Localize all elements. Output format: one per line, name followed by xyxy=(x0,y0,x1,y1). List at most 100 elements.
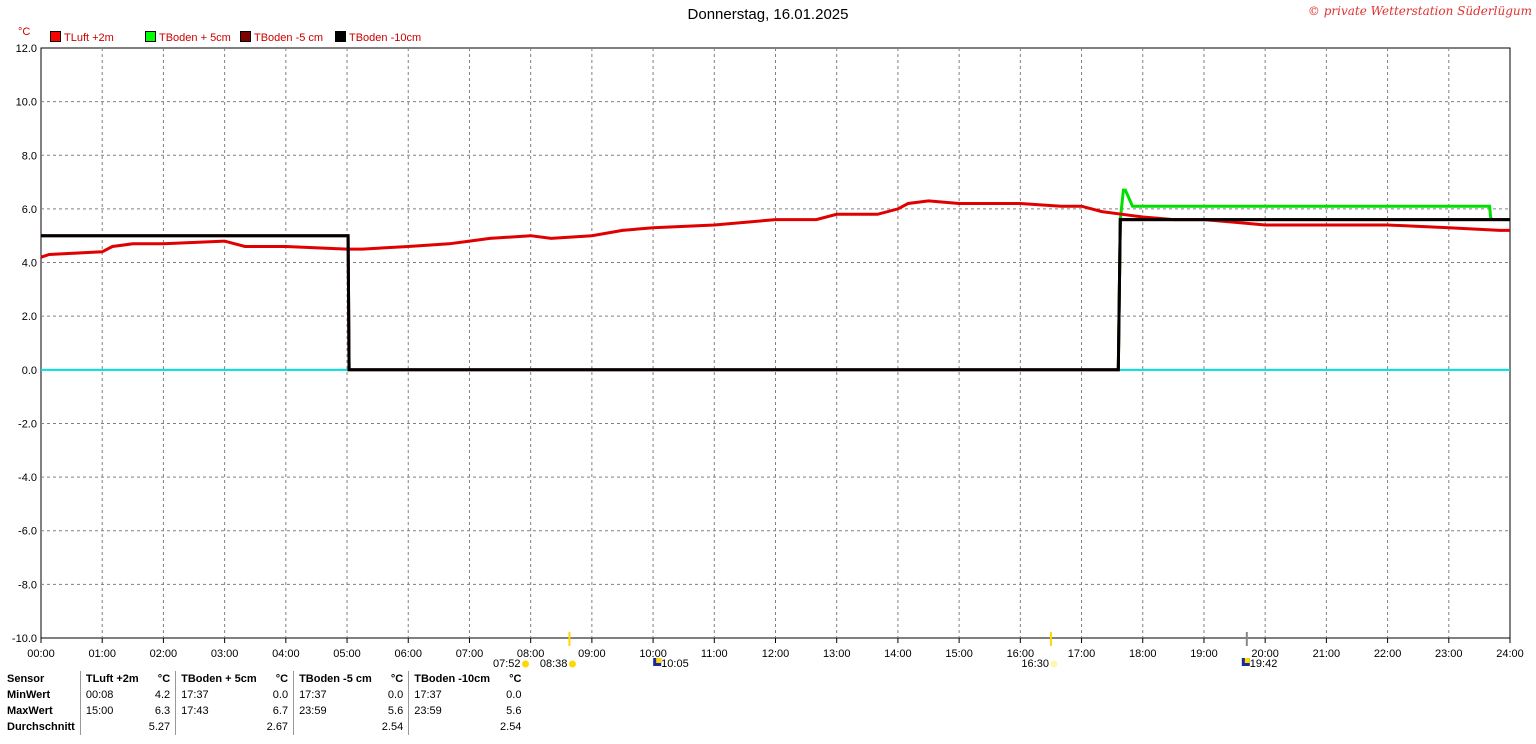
y-tick-label: -4.0 xyxy=(18,472,37,484)
x-tick-label: 06:00 xyxy=(394,648,422,660)
x-tick-label: 12:00 xyxy=(762,648,790,660)
stats-header-sensor: Sensor xyxy=(7,673,45,685)
legend-item-tluft: TLuft +2m xyxy=(50,31,114,44)
stats-row-label: MinWert xyxy=(7,689,51,701)
sun-icon xyxy=(1050,660,1058,668)
x-tick-label: 24:00 xyxy=(1496,648,1524,660)
stats-row: MinWert 00:08 4.2 17:37 0.0 17:37 0.0 17… xyxy=(2,687,526,703)
x-tick-label: 18:00 xyxy=(1129,648,1157,660)
legend-label-tboden-p5: TBoden + 5cm xyxy=(159,32,231,44)
y-tick-label: 8.0 xyxy=(22,150,37,162)
stats-cell: 23:59 xyxy=(408,703,496,719)
x-tick-label: 16:00 xyxy=(1007,648,1035,660)
copyright-text: © private Wetterstation Süderlügum xyxy=(1307,4,1532,18)
y-axis-unit: °C xyxy=(18,26,31,38)
stats-cell: 6.7 xyxy=(272,705,289,717)
stats-cell: 5.6 xyxy=(506,705,522,717)
stats-cell: 23:59 xyxy=(293,703,377,719)
x-tick-label: 23:00 xyxy=(1435,648,1463,660)
x-tick-label: 05:00 xyxy=(333,648,361,660)
event-label: 07:52 xyxy=(493,658,521,670)
event-label: 10:05 xyxy=(661,658,689,670)
sun-icon xyxy=(522,660,530,668)
y-tick-label: 12.0 xyxy=(16,43,37,55)
x-tick-label: 03:00 xyxy=(211,648,239,660)
stats-header-unit: °C xyxy=(509,673,522,685)
y-tick-label: 6.0 xyxy=(22,204,37,216)
x-tick-label: 19:00 xyxy=(1190,648,1218,660)
chart-title: Donnerstag, 16.01.2025 xyxy=(687,6,849,23)
stats-cell: 15:00 xyxy=(79,703,144,719)
x-tick-label: 21:00 xyxy=(1313,648,1341,660)
x-tick-label: 20:00 xyxy=(1251,648,1279,660)
stats-row: Durchschnitt 5.27 2.67 2.54 2.54 xyxy=(2,719,526,735)
stats-header-row: Sensor TLuft +2m °C TBoden + 5cm °C TBod… xyxy=(2,671,526,687)
legend-swatch-tluft xyxy=(50,31,61,42)
legend-swatch-tboden-p5 xyxy=(145,31,156,42)
stats-header-tluft: TLuft +2m xyxy=(79,671,144,687)
x-tick-label: 17:00 xyxy=(1068,648,1096,660)
x-tick-label: 11:00 xyxy=(701,648,728,660)
y-tick-label: -2.0 xyxy=(18,418,37,430)
legend-swatch-tboden-m10 xyxy=(335,31,346,42)
stats-cell: 17:37 xyxy=(175,687,262,703)
series-tboden-m10-line xyxy=(41,218,1510,372)
x-tick-label: 15:00 xyxy=(945,648,973,660)
legend-item-tboden-m5: TBoden -5 cm xyxy=(240,31,323,44)
legend-label-tluft: TLuft +2m xyxy=(64,32,114,44)
stats-cell: 2.54 xyxy=(381,721,404,733)
event-label: 16:30 xyxy=(1021,658,1049,670)
stats-cell xyxy=(175,719,262,735)
legend-label-tboden-m5: TBoden -5 cm xyxy=(254,32,324,44)
stats-cell: 17:43 xyxy=(175,703,262,719)
stats-cell: 0.0 xyxy=(272,689,289,701)
stats-header-unit: °C xyxy=(390,673,404,685)
x-tick-label: 08:00 xyxy=(517,648,545,660)
stats-cell: 5.27 xyxy=(148,721,171,733)
sun-icon xyxy=(568,660,576,668)
y-tick-label: 0.0 xyxy=(22,365,37,377)
x-tick-label: 00:00 xyxy=(27,648,55,660)
x-tick-label: 07:00 xyxy=(456,648,484,660)
x-tick-label: 14:00 xyxy=(884,648,912,660)
x-tick-label: 02:00 xyxy=(150,648,178,660)
stats-cell: 4.2 xyxy=(154,689,171,701)
y-tick-label: 2.0 xyxy=(22,311,37,323)
stats-row: MaxWert 15:00 6.3 17:43 6.7 23:59 5.6 23… xyxy=(2,703,526,719)
x-tick-label: 13:00 xyxy=(823,648,851,660)
stats-cell: 2.67 xyxy=(266,721,289,733)
moon-icon-highlight xyxy=(656,658,662,663)
stats-header-unit: °C xyxy=(275,673,289,685)
stats-header-tboden-m10: TBoden -10cm xyxy=(408,671,496,687)
chart-plot: 12.0 10.0 8.0 6.0 4.0 2.0 0.0 -2.0 -4.0 -6.0 -8.0 -… xyxy=(12,43,1524,670)
legend-item-tboden-p5: TBoden + 5cm xyxy=(145,31,231,44)
stats-cell: 0.0 xyxy=(506,689,522,701)
stats-header-tboden-m5: TBoden -5 cm xyxy=(293,671,377,687)
stats-cell xyxy=(408,719,496,735)
stats-row-label: Durchschnitt xyxy=(7,721,75,733)
stats-cell: 2.54 xyxy=(500,721,522,733)
stats-header-unit: °C xyxy=(157,673,171,685)
x-tick-label: 10:00 xyxy=(639,648,667,660)
stats-table: Sensor TLuft +2m °C TBoden + 5cm °C TBod… xyxy=(2,671,526,735)
y-tick-label: -6.0 xyxy=(18,526,37,538)
y-tick-label: -8.0 xyxy=(18,579,37,591)
x-tick-label: 22:00 xyxy=(1374,648,1402,660)
stats-cell: 0.0 xyxy=(387,689,404,701)
y-tick-label: 4.0 xyxy=(22,258,37,270)
legend-swatch-tboden-m5 xyxy=(240,31,251,42)
event-label: 08:38 xyxy=(540,658,568,670)
stats-cell: 6.3 xyxy=(154,705,171,717)
stats-cell xyxy=(293,719,377,735)
event-label: 19:42 xyxy=(1250,658,1278,670)
x-tick-label: 09:00 xyxy=(578,648,606,660)
stats-row-label: MaxWert xyxy=(7,705,53,717)
stats-header-tboden-p5: TBoden + 5cm xyxy=(175,671,262,687)
y-tick-label: 10.0 xyxy=(16,97,37,109)
stats-cell: 17:37 xyxy=(293,687,377,703)
y-tick-label: -10.0 xyxy=(12,633,37,645)
stats-cell: 00:08 xyxy=(79,687,144,703)
x-tick-label: 04:00 xyxy=(272,648,300,660)
stats-cell: 17:37 xyxy=(408,687,496,703)
stats-cell: 5.6 xyxy=(387,705,404,717)
